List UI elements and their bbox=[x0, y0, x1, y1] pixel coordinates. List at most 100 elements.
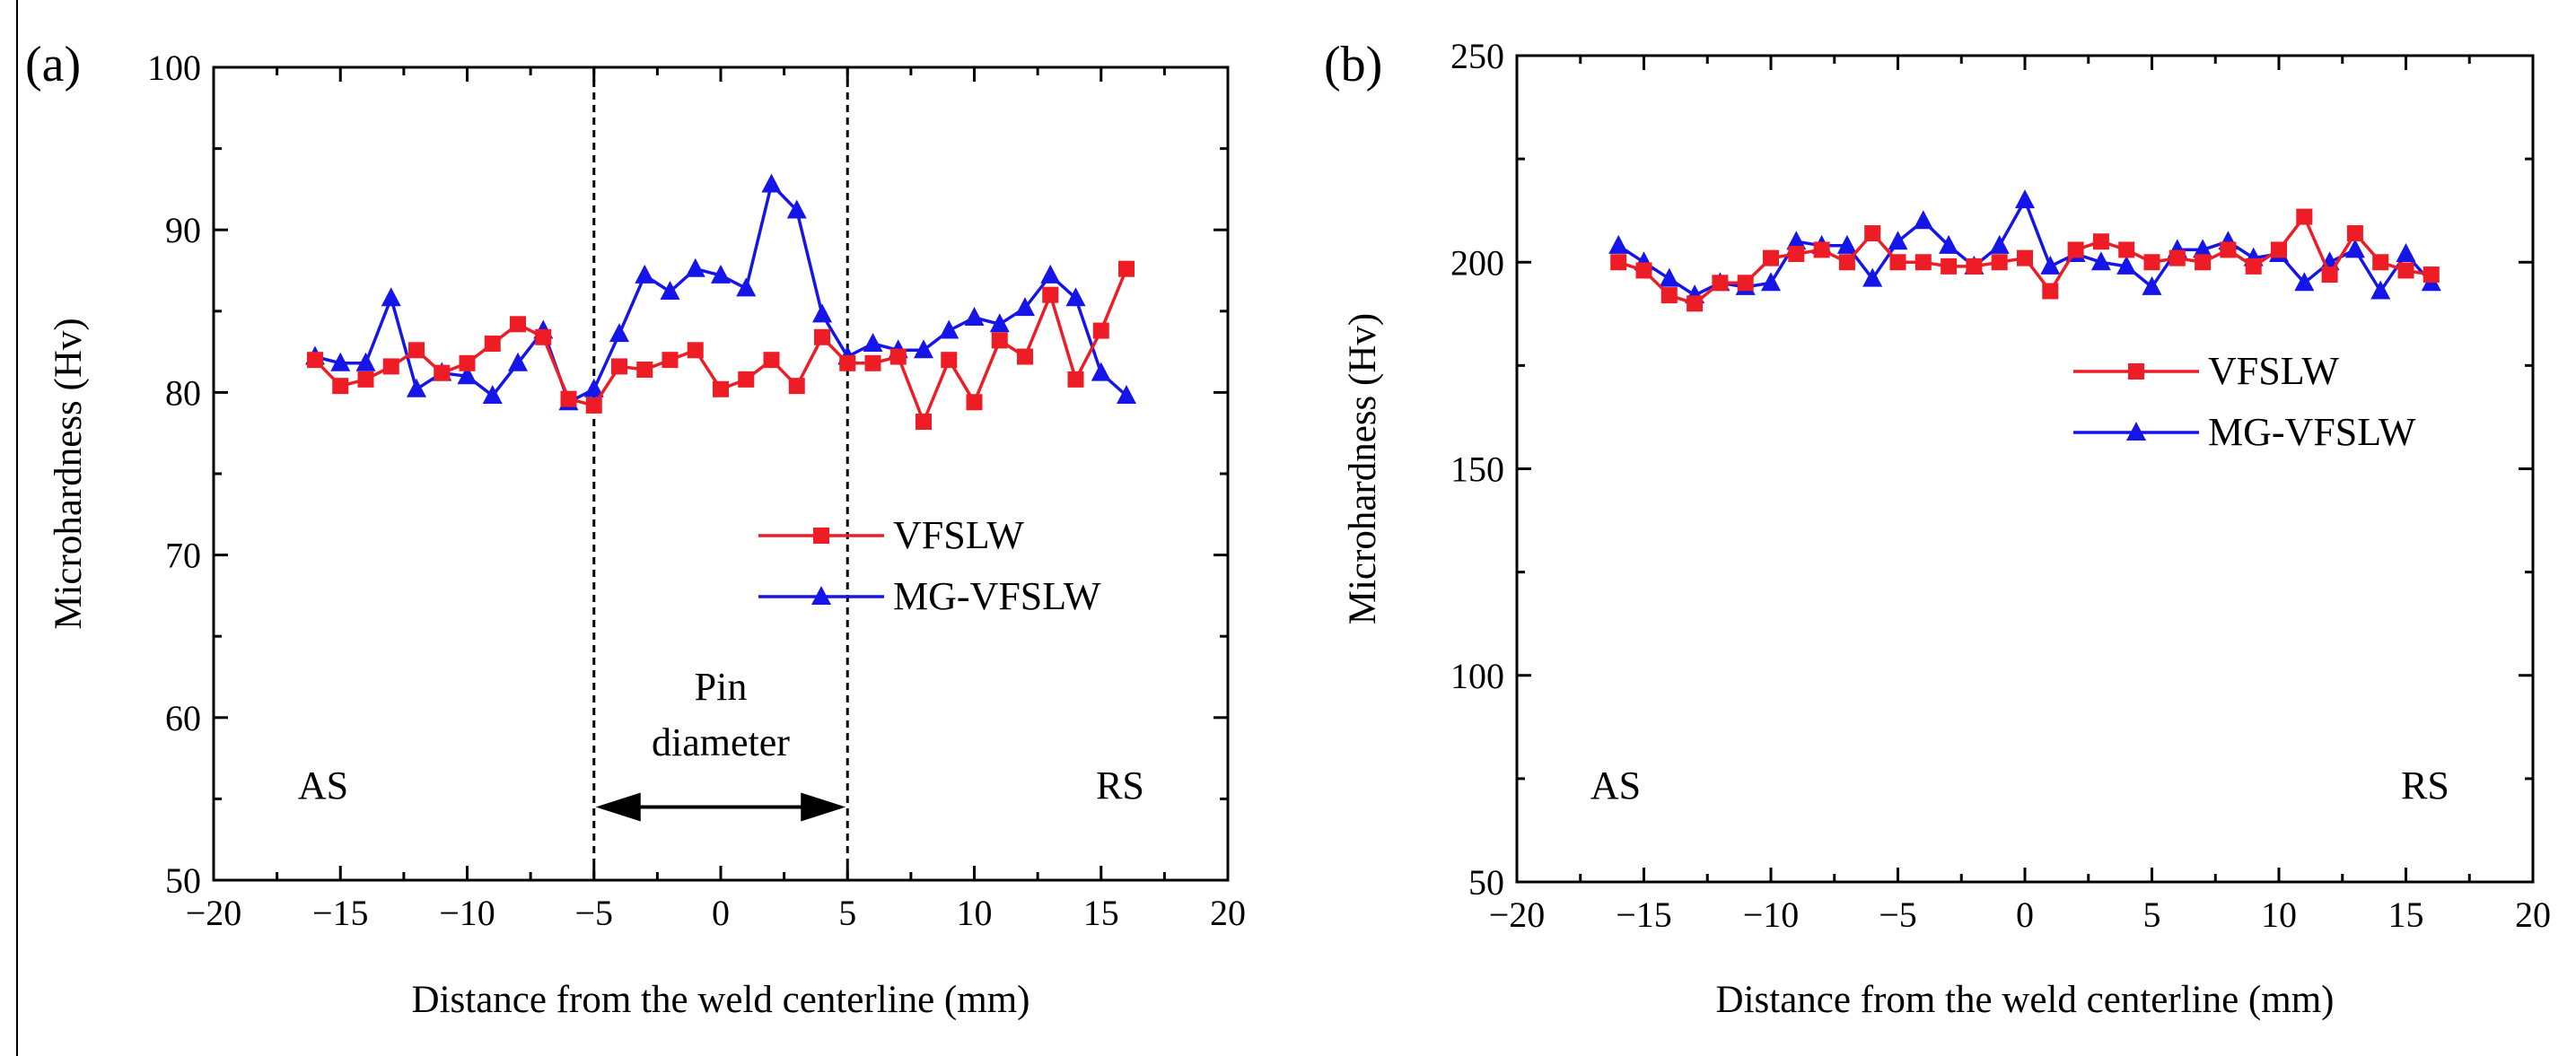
series-vfslw bbox=[1610, 208, 2440, 312]
data-point bbox=[2296, 208, 2313, 225]
data-point bbox=[914, 339, 933, 359]
data-point bbox=[1991, 254, 2008, 271]
data-point bbox=[2015, 189, 2035, 209]
series-vfslw bbox=[307, 260, 1135, 431]
data-point bbox=[2116, 255, 2137, 275]
data-point bbox=[635, 264, 655, 284]
x-tick-label: −20 bbox=[186, 893, 242, 933]
data-point bbox=[660, 281, 680, 301]
data-point bbox=[864, 354, 881, 371]
y-tick-label: 200 bbox=[1450, 242, 1504, 283]
data-point bbox=[991, 332, 1008, 349]
data-point bbox=[1786, 231, 1807, 250]
data-point bbox=[1091, 362, 1111, 381]
data-point bbox=[662, 352, 679, 369]
panel-label: (b) bbox=[1324, 37, 1382, 92]
data-point bbox=[408, 342, 425, 359]
data-point bbox=[687, 342, 704, 359]
data-point bbox=[457, 365, 478, 385]
data-point bbox=[966, 394, 983, 411]
legend-label: MG-VFSLW bbox=[2208, 410, 2416, 454]
data-point bbox=[2042, 283, 2059, 300]
data-point bbox=[1966, 257, 1983, 275]
chart-panel-b: −20 −15 −10 −5 0 5 10 15 20 50 100 150 200 250 Distanc… bbox=[1324, 36, 2551, 1021]
data-point bbox=[482, 385, 503, 405]
annotation-as: AS bbox=[298, 764, 348, 807]
x-tick-label: 15 bbox=[2388, 895, 2424, 935]
data-point bbox=[2017, 249, 2033, 266]
data-point bbox=[2370, 280, 2391, 300]
data-point bbox=[2040, 255, 2061, 275]
x-axis-label: Distance from the weld centerline (mm) bbox=[412, 979, 1030, 1021]
data-point bbox=[1712, 275, 1729, 292]
annotation-rs: RS bbox=[2401, 764, 2449, 807]
x-tick-label: −10 bbox=[439, 893, 495, 933]
x-tick-label: 0 bbox=[712, 893, 730, 933]
x-tick-label: −20 bbox=[1489, 895, 1546, 935]
data-point bbox=[916, 414, 932, 431]
data-point bbox=[788, 378, 805, 395]
data-point bbox=[1660, 287, 1678, 304]
data-point bbox=[1117, 385, 1136, 405]
data-point bbox=[484, 336, 501, 353]
data-point bbox=[939, 319, 959, 339]
y-tick-label: 250 bbox=[1450, 36, 1504, 76]
data-point bbox=[355, 352, 376, 371]
data-point bbox=[738, 371, 755, 388]
data-point bbox=[2092, 233, 2109, 250]
data-point bbox=[1610, 254, 1627, 271]
data-point bbox=[2193, 239, 2213, 258]
series-mg-vfslw bbox=[305, 173, 1136, 411]
data-point bbox=[1659, 267, 1679, 287]
data-point bbox=[2344, 239, 2365, 258]
data-point bbox=[989, 313, 1010, 333]
data-point bbox=[407, 378, 426, 397]
x-tick-label: 5 bbox=[2143, 895, 2161, 935]
data-point bbox=[685, 257, 705, 277]
legend-label: VFSLW bbox=[893, 513, 1024, 557]
data-point bbox=[2090, 251, 2111, 271]
x-tick-label: −5 bbox=[574, 893, 613, 933]
data-point bbox=[330, 352, 351, 371]
y-tick-label: 60 bbox=[165, 698, 201, 738]
legend: VFSLW MG-VFSLW bbox=[758, 513, 1101, 618]
data-point bbox=[889, 348, 907, 365]
x-tick-label: 0 bbox=[2016, 895, 2034, 935]
data-point bbox=[585, 397, 602, 414]
data-point bbox=[1838, 254, 1855, 271]
data-point bbox=[332, 378, 349, 395]
data-point bbox=[2294, 272, 2315, 292]
data-point bbox=[560, 390, 577, 407]
y-tick-label: 50 bbox=[1468, 862, 1504, 903]
y-axis-label: Microhardness (Hv) bbox=[1342, 313, 1384, 625]
data-point bbox=[382, 358, 399, 375]
data-point bbox=[583, 378, 604, 397]
x-tick-label: −5 bbox=[1879, 895, 1917, 935]
data-point bbox=[1042, 286, 1059, 303]
data-point bbox=[1989, 234, 2010, 254]
data-point bbox=[1687, 295, 1704, 312]
y-axis-label: Microhardness (Hv) bbox=[48, 318, 90, 630]
data-point bbox=[609, 323, 629, 343]
data-point bbox=[1864, 225, 1881, 242]
legend-label: MG-VFSLW bbox=[893, 574, 1101, 618]
data-point bbox=[812, 303, 832, 323]
pin-arrow-right-head bbox=[801, 792, 846, 822]
x-tick-label: 10 bbox=[957, 893, 993, 933]
chart-panel-a: −20 −15 −10 −5 0 5 10 15 20 50 60 70 80 90 100 Distance… bbox=[25, 37, 1246, 1021]
annotation-as: AS bbox=[1590, 764, 1641, 807]
x-axis-label: Distance from the weld centerline (mm) bbox=[1716, 979, 2335, 1021]
x-tick-label: −15 bbox=[312, 893, 369, 933]
data-point bbox=[761, 173, 782, 193]
data-point bbox=[711, 264, 731, 284]
data-point bbox=[2143, 254, 2160, 271]
pin-arrow-left-head bbox=[595, 792, 641, 822]
legend: VFSLW MG-VFSLW bbox=[2073, 349, 2416, 454]
legend-marker bbox=[811, 586, 831, 605]
data-point bbox=[459, 354, 476, 371]
data-point bbox=[2220, 241, 2237, 258]
data-point bbox=[786, 199, 807, 219]
data-point bbox=[2372, 254, 2389, 271]
data-point bbox=[2396, 243, 2416, 263]
